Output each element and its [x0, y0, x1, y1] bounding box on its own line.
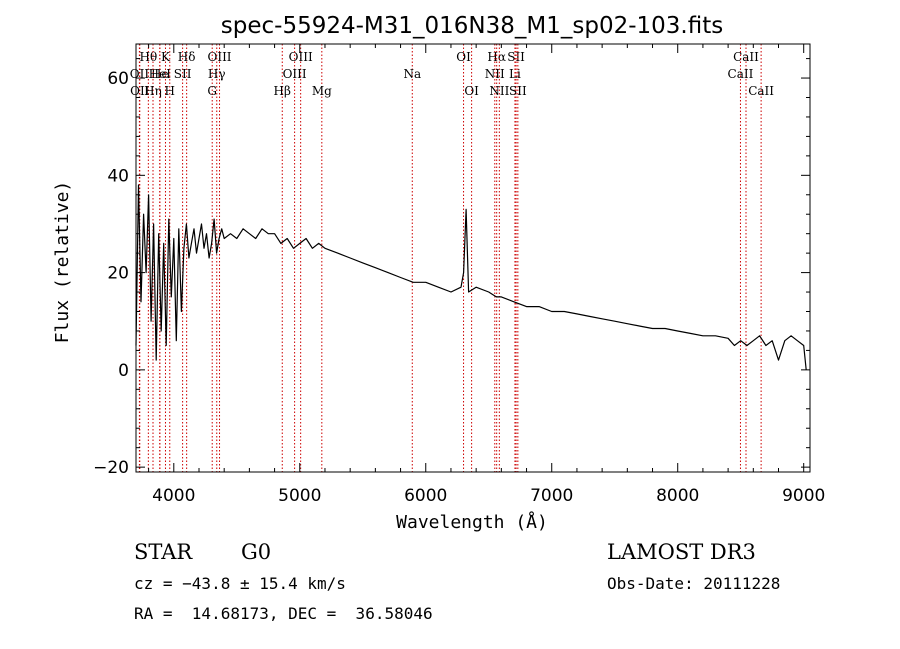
line-label-9: Hδ	[178, 50, 196, 64]
line-label-23: SII	[507, 50, 525, 64]
line-label-21: NII	[485, 67, 505, 81]
line-label-20: Hα	[487, 50, 506, 64]
plot-frame	[135, 43, 811, 473]
line-label-10: OIII	[207, 50, 231, 64]
line-label-15: OIII	[283, 67, 307, 81]
line-label-4: Hη	[144, 84, 162, 98]
line-label-17: Na	[403, 67, 421, 81]
x-tick-label-8000: 8000	[656, 486, 699, 506]
line-label-1: OII	[130, 67, 150, 81]
line-label-19: OI	[464, 84, 479, 98]
x-tick-label-5000: 5000	[278, 486, 321, 506]
line-label-24: Li	[509, 67, 521, 81]
chart-title: spec-55924-M31_016N38_M1_sp02-103.fits	[221, 13, 723, 39]
line-label-3: He	[151, 67, 169, 81]
line-label-22: NII	[489, 84, 509, 98]
y-tick-label-20: 20	[107, 264, 129, 284]
line-label-5: K	[161, 50, 171, 64]
y-tick-label--20: −20	[93, 458, 129, 478]
line-label-25: SII	[509, 84, 527, 98]
y-axis: −20 0 20 40 60	[93, 58, 810, 478]
y-tick-label-0: 0	[118, 361, 129, 381]
flux-series	[135, 184, 807, 370]
line-label-28: CaII	[748, 84, 774, 98]
line-label-14: OIII	[289, 50, 313, 64]
line-label-27: CaII	[728, 67, 754, 81]
line-label-11: Hγ	[208, 67, 226, 81]
observation-date: Obs-Date: 20111228	[607, 574, 781, 593]
flux-line	[135, 184, 807, 370]
x-tick-label-4000: 4000	[152, 486, 195, 506]
line-label-7: H	[165, 84, 175, 98]
object-subclass: G0	[241, 540, 272, 564]
object-class: STAR	[134, 540, 193, 564]
line-label-2: OII	[130, 84, 150, 98]
coordinates: RA = 14.68173, DEC = 36.58046	[134, 604, 433, 623]
line-label-26: CaII	[733, 50, 759, 64]
y-tick-label-40: 40	[107, 166, 129, 186]
redshift-cz: cz = −43.8 ± 15.4 km/s	[134, 574, 346, 593]
x-axis-label: Wavelength (Å)	[396, 511, 548, 533]
line-label-8: SII	[174, 67, 192, 81]
survey-name: LAMOST DR3	[607, 540, 756, 564]
x-tick-label-6000: 6000	[404, 486, 447, 506]
line-label-0: Hθ	[139, 50, 157, 64]
line-label-18: OI	[456, 50, 471, 64]
y-axis-label: Flux (relative)	[52, 181, 73, 344]
line-label-12: G	[207, 84, 217, 98]
x-tick-label-7000: 7000	[530, 486, 573, 506]
y-tick-label-60: 60	[107, 69, 129, 89]
line-label-13: Hβ	[274, 84, 291, 98]
x-tick-label-9000: 9000	[782, 486, 825, 506]
line-label-6: HeI	[149, 67, 172, 81]
x-axis: 4000 5000 6000 7000 8000 9000	[148, 44, 825, 506]
line-label-16: Mg	[312, 84, 332, 98]
